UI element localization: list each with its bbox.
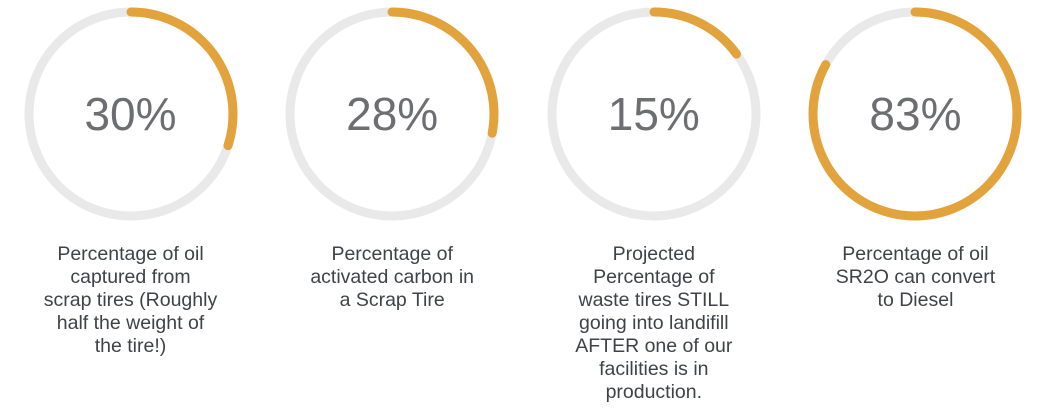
ring-arc [285, 7, 499, 221]
stat-card-activated-carbon: 28% Percentage of activated carbon in a … [262, 0, 523, 419]
donut-ring-svg [24, 7, 237, 221]
percent-label: 28% [346, 88, 439, 140]
percent-label: 83% [869, 88, 962, 140]
percent-label: 15% [607, 88, 700, 140]
stat-card-oil-to-diesel: 83% Percentage of oil SR2O can convert t… [785, 0, 1046, 419]
stat-caption: Percentage of activated carbon in a Scra… [310, 243, 474, 311]
stat-card-oil-captured: 30% Percentage of oil captured from scra… [0, 0, 261, 419]
donut-ring-svg [285, 7, 499, 221]
donut-chart-waste-tires: 15% [547, 7, 761, 221]
stat-caption: Projected Percentage of waste tires STIL… [575, 243, 733, 403]
donut-chart-oil-to-diesel: 83% [808, 7, 1022, 221]
ring-arc [24, 7, 237, 221]
donut-ring-svg [808, 7, 1022, 221]
donut-ring-svg [547, 7, 761, 221]
ring-arc [547, 7, 761, 221]
donut-chart-oil-captured: 30% [24, 7, 238, 221]
stat-caption: Percentage of oil captured from scrap ti… [43, 243, 218, 357]
stat-card-waste-tires-landfill: 15% Projected Percentage of waste tires … [523, 0, 784, 419]
donut-chart-activated-carbon: 28% [285, 7, 499, 221]
percent-label: 30% [84, 88, 177, 140]
ring-arc [808, 7, 1022, 221]
stat-caption: Percentage of oil SR2O can convert to Di… [835, 243, 996, 311]
